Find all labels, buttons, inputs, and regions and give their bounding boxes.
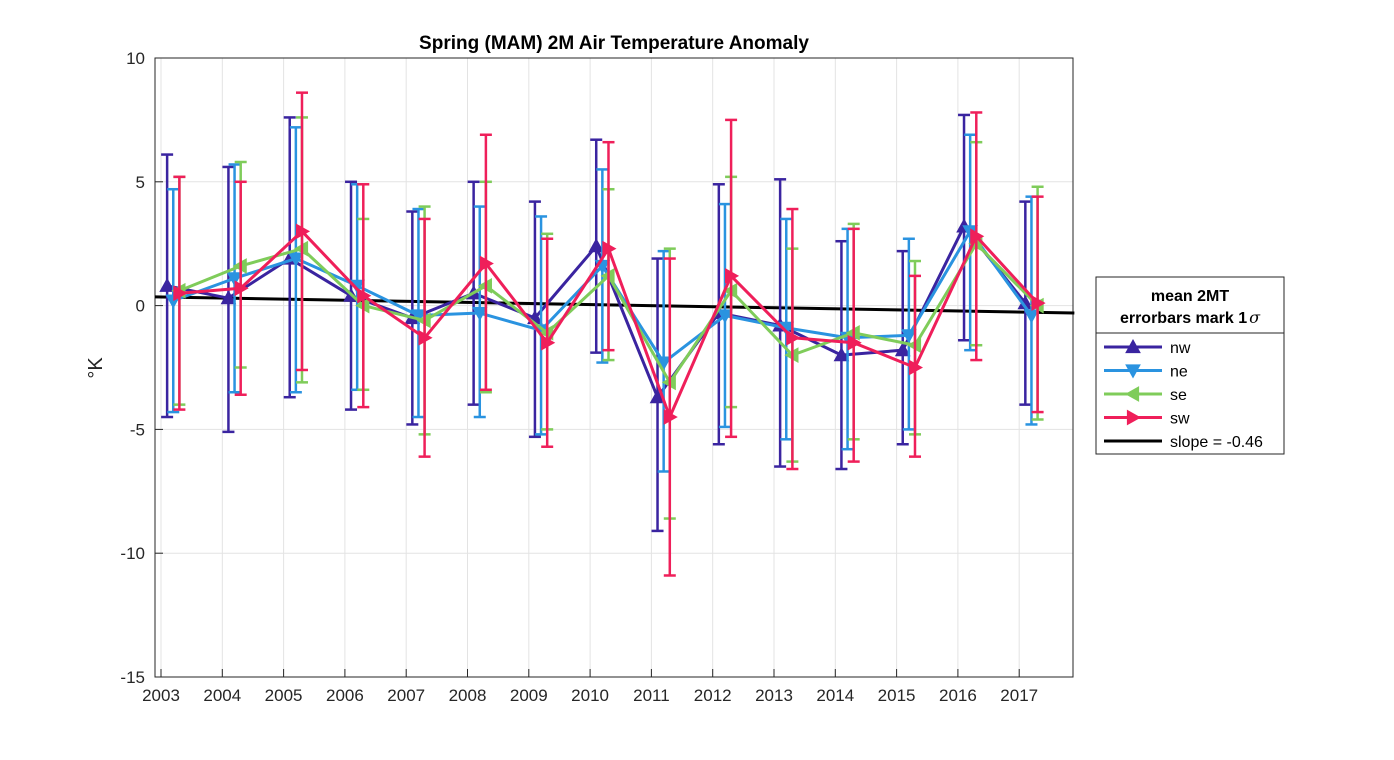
point-ne: [226, 272, 243, 287]
y-tick-label: -5: [130, 420, 145, 439]
point-sw: [724, 268, 740, 284]
y-tick-label: -10: [120, 544, 145, 563]
legend-swatch-marker: [1126, 409, 1142, 426]
chart-title: Spring (MAM) 2M Air Temperature Anomaly: [419, 33, 809, 54]
x-tick-label: 2006: [326, 686, 364, 705]
point-sw: [541, 334, 556, 351]
point-sw: [847, 334, 862, 351]
legend-entry: se: [1104, 386, 1187, 404]
y-tick-label: 5: [136, 173, 145, 192]
legend-label: se: [1170, 387, 1187, 404]
point-sw: [173, 285, 188, 302]
point-ne: [410, 309, 427, 324]
y-tick-label: 0: [136, 297, 145, 316]
point-sw: [602, 240, 617, 257]
legend-swatch-marker: [1125, 364, 1141, 379]
point-sw: [663, 409, 678, 425]
point-ne: [471, 306, 488, 322]
x-tick-label: 2009: [510, 686, 548, 705]
x-tick-label: 2005: [265, 686, 303, 705]
plot-frame: [154, 57, 1074, 678]
point-nw: [220, 290, 237, 305]
x-tick-label: 2014: [816, 686, 854, 705]
point-sw: [908, 359, 924, 376]
y-axis-label: °K: [85, 357, 107, 379]
series-sw: [173, 91, 1046, 577]
point-ne: [901, 329, 917, 344]
legend-swatch-marker: [1125, 338, 1141, 354]
point-nw: [159, 277, 175, 292]
legend-sigma-symbol: σ: [1249, 308, 1261, 327]
y-tick-label: 10: [126, 49, 145, 68]
x-tick-label: 2015: [878, 686, 916, 705]
point-ne: [717, 309, 733, 324]
point-sw: [418, 329, 433, 346]
x-tick-label: 2007: [387, 686, 425, 705]
y-tick-label: -15: [120, 668, 145, 687]
x-tick-label: 2008: [449, 686, 487, 705]
legend-entry: slope = -0.46: [1104, 434, 1263, 451]
x-tick-label: 2010: [571, 686, 609, 705]
series-group: [159, 91, 1046, 577]
legend-title-line2-text: errorbars mark 1: [1120, 310, 1247, 327]
legend-title-line1: mean 2MT: [1151, 288, 1229, 305]
point-sw: [479, 255, 494, 272]
x-tick-label: 2004: [203, 686, 241, 705]
legend-label: sw: [1170, 411, 1190, 428]
axes: 2003 2004 2005 2006 2007 2008 2009 2010 2011 2012…: [120, 49, 1038, 705]
x-tick-label: 2011: [633, 686, 670, 705]
x-tick-label: 2016: [939, 686, 977, 705]
x-tick-label: 2012: [694, 686, 732, 705]
point-ne: [288, 252, 304, 267]
legend-entry: ne: [1104, 364, 1188, 381]
legend-label: nw: [1170, 340, 1191, 357]
point-sw: [357, 287, 372, 304]
point-nw: [833, 347, 850, 362]
point-nw: [894, 342, 911, 357]
x-tick-label: 2003: [142, 686, 180, 705]
point-sw: [786, 329, 801, 346]
legend-label: slope = -0.46: [1170, 434, 1263, 451]
legend-label: ne: [1170, 364, 1188, 381]
grid: [155, 57, 1073, 678]
x-tick-label: 2017: [1000, 686, 1038, 705]
point-sw: [970, 228, 985, 245]
legend-entries: nw ne se sw slope = -0.46: [1104, 338, 1263, 451]
point-sw: [234, 280, 249, 297]
x-tick-label: 2013: [755, 686, 793, 705]
point-sw: [1031, 295, 1046, 311]
legend-swatch-marker: [1124, 386, 1140, 402]
point-sw: [295, 223, 311, 240]
legend-entry: sw: [1104, 409, 1190, 428]
legend-entry: nw: [1104, 338, 1191, 357]
point-ne: [1023, 309, 1040, 324]
point-nw: [588, 238, 605, 253]
